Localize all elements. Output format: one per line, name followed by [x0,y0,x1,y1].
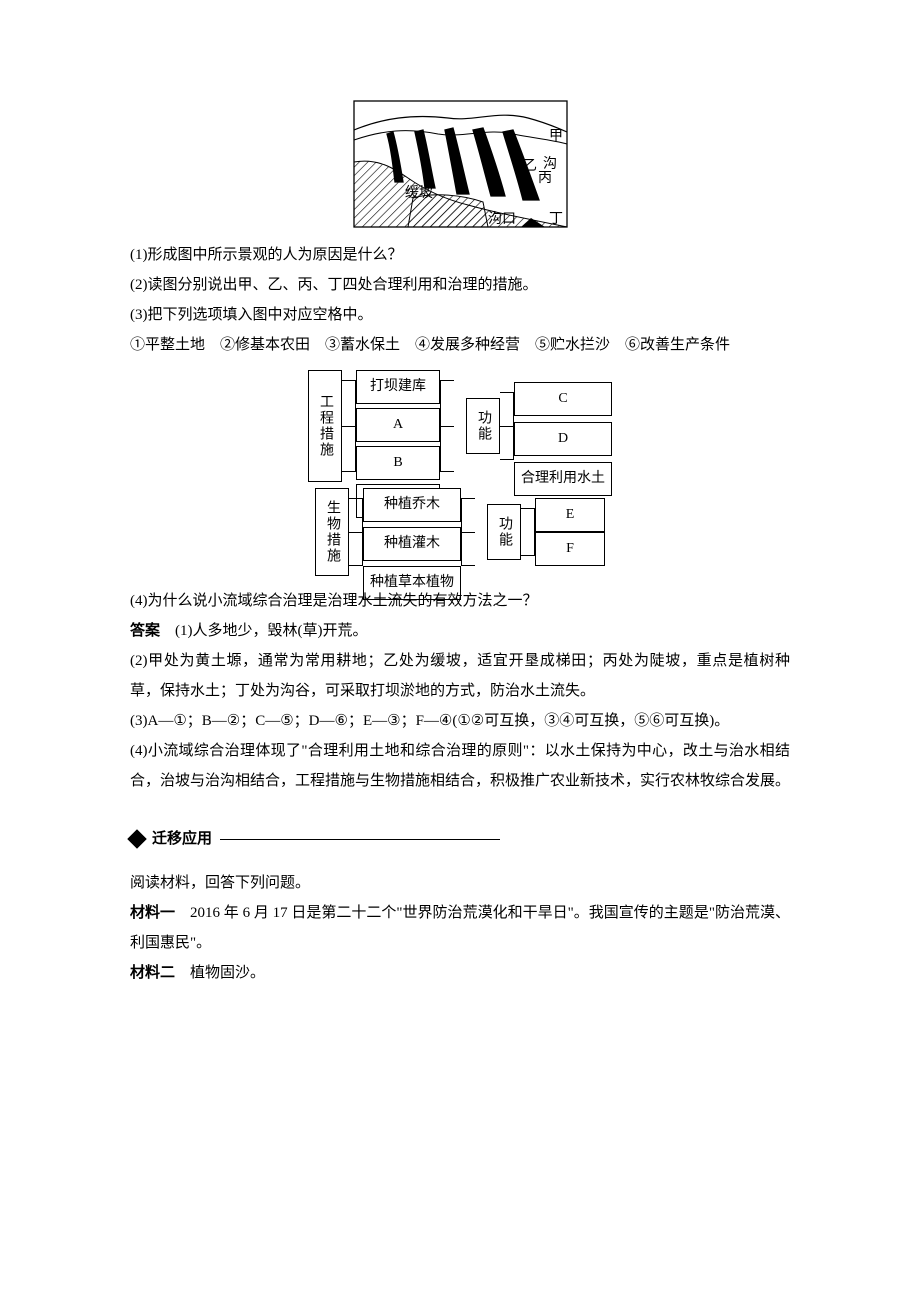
question-3: (3)把下列选项填入图中对应空格中。 [130,300,790,330]
answer-1: (1)人多地少，毁林(草)开荒。 [175,623,367,639]
flow2-right-1: F [535,532,605,566]
flow2-mid-0: 种植乔木 [363,488,461,522]
flow2-mid-1: 种植灌木 [363,527,461,561]
flow1-mid-2: B [356,446,440,480]
material-1: 材料一 2016 年 6 月 17 日是第二十二个"世界防治荒漠化和干旱日"。我… [130,898,790,958]
answer-lead: 答案 [130,623,160,639]
label-goukou: 沟口 [488,211,516,227]
label-gou: 沟 [543,156,557,172]
label-ding: 丁 [549,212,563,227]
label-yi: 乙 [523,158,537,174]
flow1-center-label: 功能 [466,398,500,454]
question-4: (4)为什么说小流域综合治理是治理水土流失的有效方法之一？ [130,586,790,616]
question-3-options: ①平整土地 ②修基本农田 ③蓄水保土 ④发展多种经营 ⑤贮水拦沙 ⑥改善生产条件 [130,330,790,360]
flow2-center-label: 功能 [487,504,521,560]
section-rule [220,839,500,840]
question-1: (1)形成图中所示景观的人为原因是什么？ [130,240,790,270]
flow2-right-0: E [535,498,605,532]
landscape-svg: 甲 乙 沟 丙 缓坡 沟口 丁 [353,100,568,228]
answer-block: 答案 (1)人多地少，毁林(草)开荒。 [130,616,790,646]
flow-diagram-bio: 生物措施 种植乔木 种植灌木 种植草本植物 功能 E F [315,488,605,576]
label-bing: 丙 [538,171,552,186]
reading-intro: 阅读材料，回答下列问题。 [130,868,790,898]
material-2-label: 材料二 [130,965,175,981]
flow1-mid-0: 打坝建库 [356,370,440,404]
flow1-left-label: 工程措施 [308,370,342,482]
flow1-right-0: C [514,382,612,416]
flow1-mid-1: A [356,408,440,442]
section-header: 迁移应用 [130,824,790,854]
material-1-label: 材料一 [130,905,175,921]
material-1-text: 2016 年 6 月 17 日是第二十二个"世界防治荒漠化和干旱日"。我国宣传的… [130,905,790,951]
flow1-right-1: D [514,422,612,456]
material-2-text: 植物固沙。 [190,965,265,981]
answer-3: (3)A—①；B—②；C—⑤；D—⑥；E—③；F—④(①②可互换，③④可互换，⑤… [130,706,790,736]
label-jia: 甲 [549,129,563,144]
answer-4: (4)小流域综合治理体现了"合理利用土地和综合治理的原则"：以水土保持为中心，改… [130,736,790,796]
question-2: (2)读图分别说出甲、乙、丙、丁四处合理利用和治理的措施。 [130,270,790,300]
landscape-figure: 甲 乙 沟 丙 缓坡 沟口 丁 [130,100,790,228]
answer-2: (2)甲处为黄土塬，通常为常用耕地；乙处为缓坡，适宜开垦成梯田；丙处为陡坡，重点… [130,646,790,706]
section-icon [127,829,147,849]
section-title: 迁移应用 [152,824,212,854]
flow-diagram-engineering: 工程措施 打坝建库 A B 抽引水灌溉 功能 C D 合理利用水土 [308,370,612,482]
label-huanpo: 缓坡 [405,185,433,201]
flow2-left-label: 生物措施 [315,488,349,576]
material-2: 材料二 植物固沙。 [130,958,790,988]
